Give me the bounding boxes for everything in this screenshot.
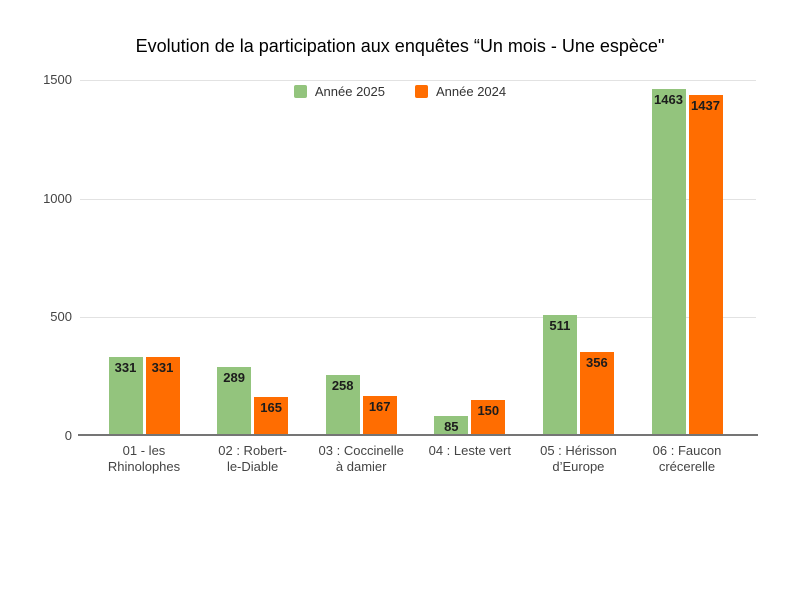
x-axis-category-label: 04 : Leste vert — [410, 443, 530, 459]
bar-series1-cat3: 150 — [471, 400, 506, 436]
x-axis-category-label: 02 : Robert-le-Diable — [193, 443, 313, 475]
bar-series0-cat4: 511 — [542, 315, 577, 436]
bar-value-label: 165 — [260, 400, 282, 415]
bar-value-label: 1463 — [654, 92, 683, 107]
legend-label: Année 2025 — [314, 84, 385, 99]
bar-value-label: 331 — [151, 360, 174, 375]
bar-series1-cat0: 331 — [145, 357, 180, 436]
bar-value-label: 167 — [368, 399, 391, 414]
bar-value-label: 331 — [114, 360, 137, 375]
legend-swatch-green — [293, 85, 307, 98]
y-axis-tick-1000: 1000 — [43, 191, 72, 206]
bar-series0-cat2: 258 — [325, 375, 360, 436]
chart-title: Evolution de la participation aux enquêt… — [135, 36, 665, 56]
bar-value-label: 1437 — [691, 98, 720, 113]
x-axis-category-label-line: à damier — [335, 459, 387, 474]
bar-series1-cat4: 356 — [579, 352, 614, 436]
x-axis-category-label-line: 02 : Robert- — [218, 443, 287, 458]
bar-series0-cat3: 85 — [434, 416, 469, 436]
legend-label: Année 2024 — [436, 84, 507, 99]
bar-series0-cat1: 289 — [217, 367, 252, 436]
bar-series1-cat5: 1437 — [688, 95, 723, 436]
x-axis-category-label-line: Rhinolophes — [107, 459, 181, 474]
x-axis-category-label-line: 04 : Leste vert — [428, 443, 511, 458]
x-axis-category-label: 06 : Faucon crécerelle — [627, 443, 747, 475]
bar-value-label: 356 — [586, 355, 608, 370]
x-axis-category-label-line: le-Diable — [226, 459, 279, 474]
chart-legend: Année 2025 Année 2024 — [0, 84, 800, 99]
gridline-1000 — [80, 199, 756, 200]
bar-value-label: 289 — [223, 370, 245, 385]
y-axis-tick-500: 500 — [50, 309, 72, 324]
x-axis-category-label-line: 01 - les — [122, 443, 166, 458]
y-axis-tick-0: 0 — [64, 428, 72, 443]
bar-value-label: 258 — [331, 378, 354, 393]
bar-series0-cat0: 331 — [108, 357, 143, 436]
gridline-1500 — [80, 80, 756, 81]
x-axis-category-label-line: crécerelle — [658, 459, 716, 474]
bar-value-label: 150 — [477, 403, 500, 418]
gridline-500 — [80, 317, 756, 318]
x-axis-category-label: 05 : Hérisson d’Europe — [518, 443, 638, 475]
legend-item-annee-2024: Année 2024 — [415, 84, 506, 99]
bar-value-label: 85 — [444, 419, 459, 434]
x-axis-category-label: 03 : Coccinelle à damier — [301, 443, 421, 475]
x-axis-line — [78, 434, 758, 436]
y-axis-tick-1500: 1500 — [43, 72, 72, 87]
bar-series1-cat2: 167 — [362, 396, 397, 436]
x-axis-category-label-line: 06 : Faucon — [652, 443, 722, 458]
bar-value-label: 511 — [549, 318, 571, 333]
bar-series0-cat5: 1463 — [651, 89, 686, 436]
plot-area: 331 331 289 165 258 167 85 150 511 356 1463 1437 — [78, 80, 758, 436]
legend-item-annee-2025: Année 2025 — [293, 84, 385, 99]
x-axis-category-label-line: d’Europe — [552, 459, 605, 474]
bar-series1-cat1: 165 — [254, 397, 289, 436]
x-axis-category-label-line: 05 : Hérisson — [540, 443, 617, 458]
x-axis-category-label: 01 - les Rhinolophes — [84, 443, 204, 475]
legend-swatch-orange — [415, 85, 428, 98]
x-axis-category-label-line: 03 : Coccinelle — [318, 443, 404, 458]
